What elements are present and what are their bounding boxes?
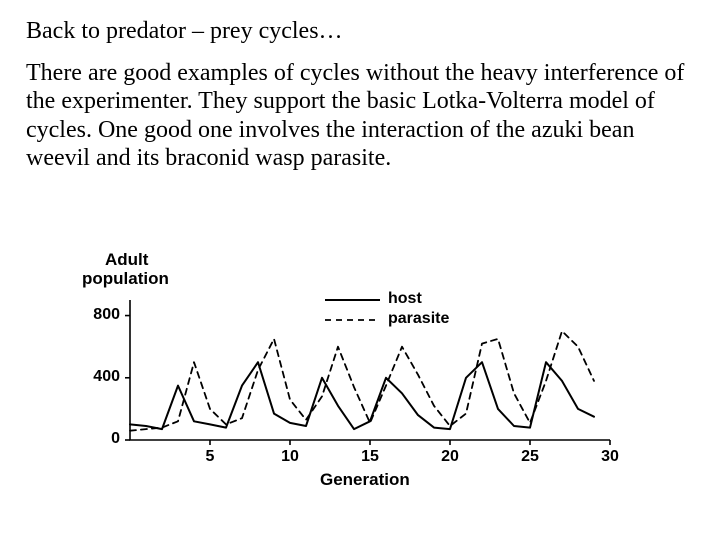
x-tick-label: 20 (435, 448, 465, 466)
legend-label-parasite: parasite (388, 310, 449, 328)
x-tick-label: 30 (595, 448, 625, 466)
slide: Back to predator – prey cycles… There ar… (0, 0, 720, 540)
x-tick-label: 25 (515, 448, 545, 466)
series-parasite (130, 331, 594, 431)
chart-svg (75, 255, 635, 505)
y-tick-label: 800 (80, 306, 120, 324)
slide-title: Back to predator – prey cycles… (26, 18, 694, 45)
slide-body-text: There are good examples of cycles withou… (26, 59, 694, 172)
x-tick-label: 5 (195, 448, 225, 466)
x-tick-label: 15 (355, 448, 385, 466)
x-tick-label: 10 (275, 448, 305, 466)
y-tick-label: 400 (80, 368, 120, 386)
x-axis-label: Generation (320, 470, 410, 490)
series-host (130, 362, 594, 429)
y-tick-label: 0 (80, 430, 120, 448)
legend-label-host: host (388, 290, 422, 308)
population-cycles-chart: Adult population 0400800 51015202530 Gen… (75, 255, 635, 505)
